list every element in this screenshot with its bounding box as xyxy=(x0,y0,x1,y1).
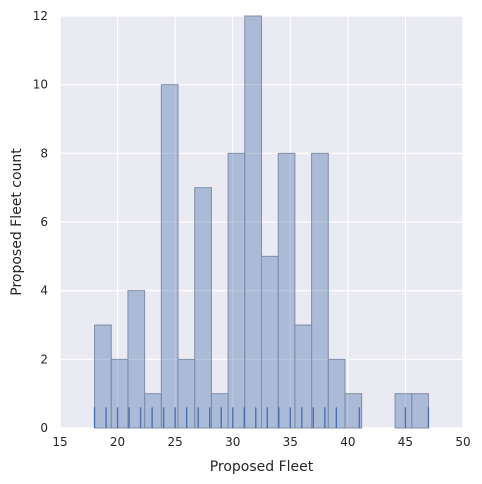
x-tick-label: 40 xyxy=(340,435,355,449)
rug-marks xyxy=(93,407,430,428)
histogram-bar xyxy=(344,393,363,429)
y-tick-label: 4 xyxy=(40,284,48,298)
histogram-bar xyxy=(194,187,212,429)
x-tick-label: 50 xyxy=(455,435,470,449)
histogram-bar xyxy=(210,393,229,429)
x-tick-label: 30 xyxy=(225,435,240,449)
histogram-bar xyxy=(311,152,329,429)
y-tick-label: 12 xyxy=(33,9,48,23)
histogram-bars xyxy=(94,15,429,429)
x-tick-label: 20 xyxy=(110,435,125,449)
x-axis-label: Proposed Fleet xyxy=(210,459,314,475)
histogram-bar xyxy=(394,393,413,429)
histogram-bar xyxy=(110,358,129,429)
x-tick-label: 25 xyxy=(168,435,183,449)
y-tick-label: 10 xyxy=(33,78,48,92)
x-tick-labels: 15 20 25 30 35 40 45 50 xyxy=(52,435,470,449)
histogram-bar xyxy=(411,393,429,429)
histogram-bar xyxy=(277,152,296,429)
x-tick-label: 15 xyxy=(52,435,67,449)
histogram-bar xyxy=(144,393,162,429)
histogram-bar xyxy=(160,84,179,429)
y-tick-label: 0 xyxy=(40,421,48,435)
y-tick-label: 8 xyxy=(40,146,48,160)
y-tick-label: 6 xyxy=(40,215,48,229)
y-tick-label: 2 xyxy=(40,352,48,366)
histogram-bar xyxy=(294,324,313,429)
x-tick-label: 35 xyxy=(283,435,298,449)
x-tick-label: 45 xyxy=(398,435,413,449)
y-axis-label: Proposed Fleet count xyxy=(9,148,25,296)
histogram-bar xyxy=(127,290,146,429)
histogram-bar xyxy=(94,324,112,429)
histogram-bar xyxy=(261,255,279,429)
y-tick-labels: 0 2 4 6 8 10 12 xyxy=(33,9,48,435)
histogram-bar xyxy=(244,15,263,429)
histogram-bar xyxy=(227,152,246,429)
